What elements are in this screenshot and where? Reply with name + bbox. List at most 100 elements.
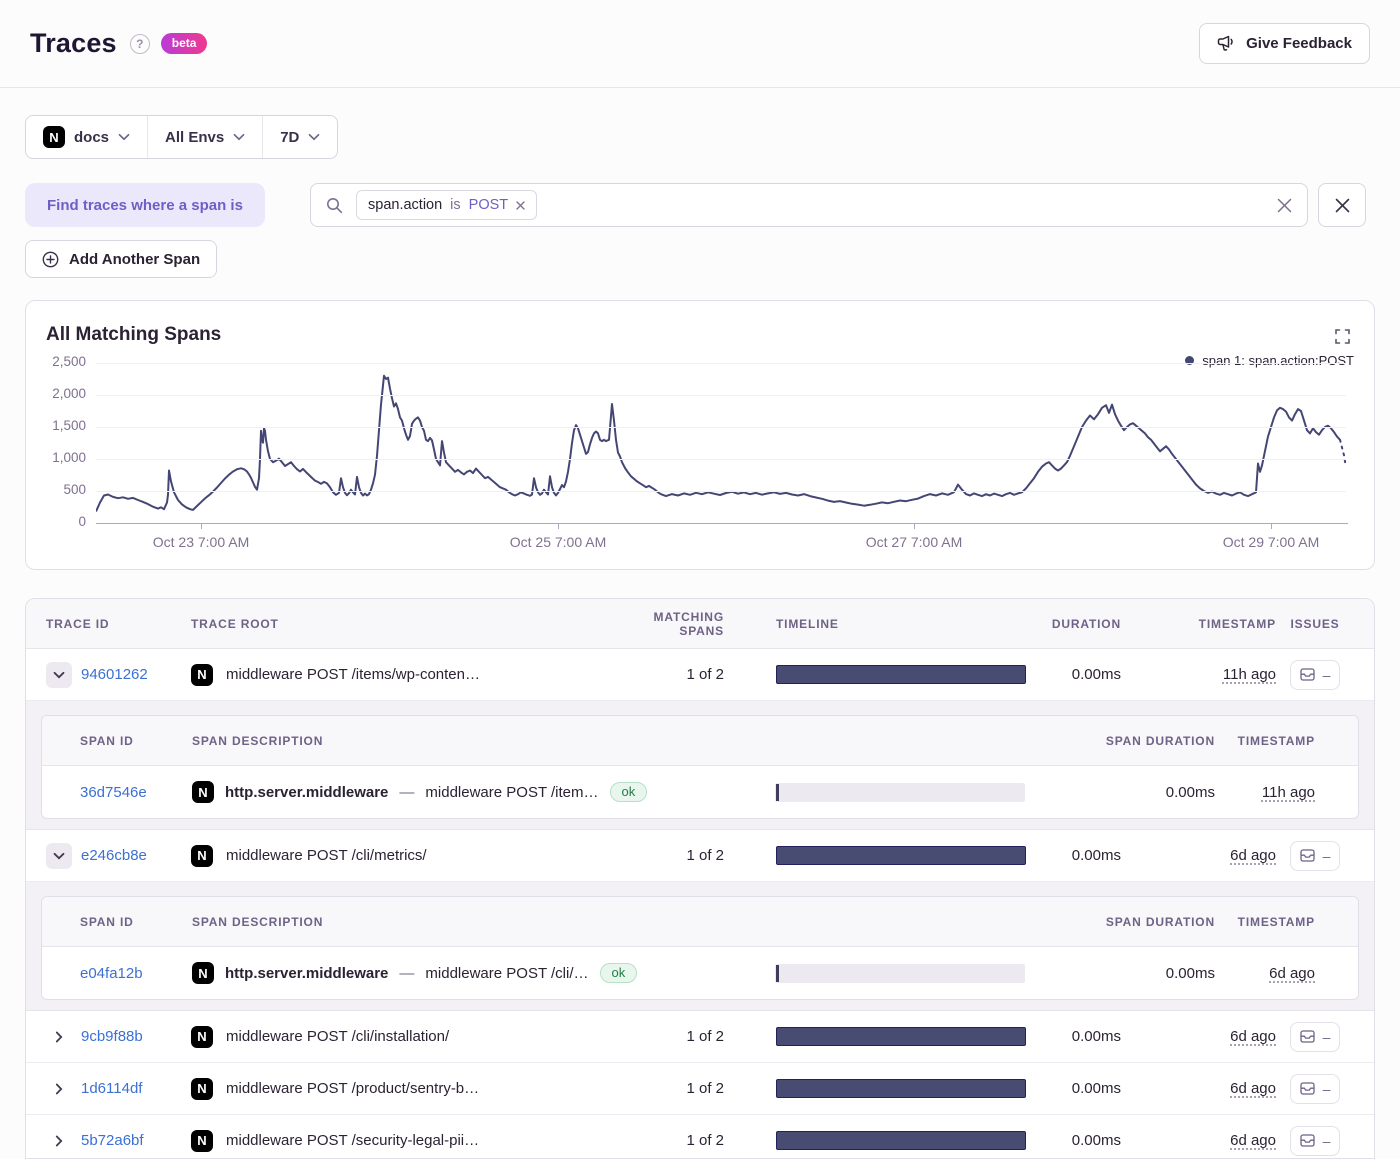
timeline-bar xyxy=(776,1131,1026,1150)
matching-spans-value: 1 of 2 xyxy=(614,1028,724,1045)
nextjs-logo-icon: N xyxy=(43,126,65,148)
trace-id-link[interactable]: 9cb9f88b xyxy=(81,1028,143,1045)
chevron-down-icon xyxy=(308,133,320,141)
x-axis-tick xyxy=(201,523,202,529)
span-row[interactable]: 36d7546e N http.server.middleware — midd… xyxy=(42,766,1358,818)
expand-row-button[interactable] xyxy=(46,1128,72,1154)
remove-span-query-button[interactable] xyxy=(1318,183,1366,227)
project-selector-label: docs xyxy=(74,129,109,146)
issues-count: – xyxy=(1323,1029,1331,1045)
col-timestamp: TIMESTAMP xyxy=(1121,617,1276,631)
timestamp-value[interactable]: 6d ago xyxy=(1230,1132,1276,1149)
span-timeline-bar xyxy=(775,783,1025,802)
issues-icon xyxy=(1300,1082,1315,1095)
x-axis-tick xyxy=(1271,523,1272,529)
give-feedback-button[interactable]: Give Feedback xyxy=(1199,23,1370,64)
close-icon xyxy=(1335,198,1350,213)
span-op-label: http.server.middleware xyxy=(225,784,388,801)
expand-chart-icon[interactable] xyxy=(1335,329,1350,344)
timeline-bar xyxy=(776,665,1026,684)
give-feedback-label: Give Feedback xyxy=(1246,35,1352,52)
duration-value: 0.00ms xyxy=(1026,666,1121,683)
chevron-down-icon xyxy=(233,133,245,141)
matching-spans-value: 1 of 2 xyxy=(614,666,724,683)
span-timestamp-value[interactable]: 6d ago xyxy=(1269,965,1315,982)
collapse-row-button[interactable] xyxy=(46,843,72,869)
expand-row-button[interactable] xyxy=(46,1076,72,1102)
date-range-selector[interactable]: 7D xyxy=(262,116,337,158)
span-id-link[interactable]: e04fa12b xyxy=(80,965,143,982)
expand-row-button[interactable] xyxy=(46,1024,72,1050)
help-icon[interactable]: ? xyxy=(130,34,150,54)
duration-value: 0.00ms xyxy=(1026,1132,1121,1149)
traces-table: TRACE ID TRACE ROOT MATCHING SPANS TIMEL… xyxy=(25,598,1375,1159)
x-axis-tick xyxy=(558,523,559,529)
y-axis-tick-label: 0 xyxy=(26,514,86,529)
span-timeline-bar xyxy=(775,964,1025,983)
col-span-timestamp: TIMESTAMP xyxy=(1215,915,1315,929)
table-row[interactable]: 94601262 N middleware POST /items/wp-con… xyxy=(26,649,1374,701)
timestamp-value[interactable]: 6d ago xyxy=(1230,1080,1276,1097)
chart-title: All Matching Spans xyxy=(46,324,221,346)
timestamp-value[interactable]: 6d ago xyxy=(1230,847,1276,864)
spans-chart xyxy=(96,363,1346,523)
y-axis-tick-label: 2,500 xyxy=(26,354,86,369)
span-timestamp-value[interactable]: 11h ago xyxy=(1262,784,1315,801)
matching-spans-value: 1 of 2 xyxy=(614,1080,724,1097)
x-axis-tick xyxy=(914,523,915,529)
separator: — xyxy=(399,965,414,982)
span-id-link[interactable]: 36d7546e xyxy=(80,784,147,801)
col-issues: ISSUES xyxy=(1276,617,1354,631)
token-remove-icon[interactable] xyxy=(516,201,525,210)
table-row[interactable]: 1d6114df N middleware POST /product/sent… xyxy=(26,1063,1374,1115)
table-row[interactable]: 9cb9f88b N middleware POST /cli/installa… xyxy=(26,1011,1374,1063)
environment-selector[interactable]: All Envs xyxy=(147,116,262,158)
table-row[interactable]: e246cb8e N middleware POST /cli/metrics/… xyxy=(26,830,1374,882)
col-trace-root: TRACE ROOT xyxy=(191,617,614,631)
trace-id-link[interactable]: e246cb8e xyxy=(81,847,147,864)
gridline xyxy=(96,363,1346,364)
span-search-bar[interactable]: span.action is POST xyxy=(310,183,1308,227)
gridline xyxy=(96,491,1346,492)
gridline xyxy=(96,427,1346,428)
col-span-timestamp: TIMESTAMP xyxy=(1215,734,1315,748)
token-value: POST xyxy=(469,197,508,213)
duration-value: 0.00ms xyxy=(1026,1028,1121,1045)
y-axis-tick-label: 500 xyxy=(26,482,86,497)
timestamp-value[interactable]: 6d ago xyxy=(1230,1028,1276,1045)
span-description-label: middleware POST /cli/… xyxy=(425,965,588,982)
filter-token[interactable]: span.action is POST xyxy=(356,190,537,220)
issues-button[interactable]: – xyxy=(1290,1126,1341,1156)
span-row[interactable]: e04fa12b N http.server.middleware — midd… xyxy=(42,947,1358,999)
table-row[interactable]: 5b72a6bf N middleware POST /security-leg… xyxy=(26,1115,1374,1159)
issues-button[interactable]: – xyxy=(1290,1022,1341,1052)
gridline xyxy=(96,395,1346,396)
collapse-row-button[interactable] xyxy=(46,662,72,688)
col-span-id: SPAN ID xyxy=(42,734,192,748)
chevron-down-icon xyxy=(118,133,130,141)
trace-id-link[interactable]: 5b72a6bf xyxy=(81,1132,144,1149)
search-icon xyxy=(326,197,343,214)
project-selector[interactable]: N docs xyxy=(26,116,147,158)
issues-button[interactable]: – xyxy=(1290,660,1341,690)
col-timeline: TIMELINE xyxy=(776,617,1026,631)
x-axis-tick-label: Oct 29 7:00 AM xyxy=(1223,534,1320,550)
series-line-dotted-tail xyxy=(1340,440,1346,467)
issues-button[interactable]: – xyxy=(1290,1074,1341,1104)
expanded-spans-section: SPAN ID SPAN DESCRIPTION SPAN DURATION T… xyxy=(26,701,1374,830)
issues-button[interactable]: – xyxy=(1290,841,1341,871)
nextjs-logo-icon: N xyxy=(191,664,213,686)
add-another-span-button[interactable]: Add Another Span xyxy=(25,240,217,278)
timestamp-value[interactable]: 11h ago xyxy=(1223,666,1276,683)
trace-root-label: middleware POST /security-legal-pii… xyxy=(226,1132,479,1149)
beta-badge: beta xyxy=(161,33,208,54)
trace-id-link[interactable]: 94601262 xyxy=(81,666,148,683)
clear-search-icon[interactable] xyxy=(1277,198,1292,213)
trace-id-link[interactable]: 1d6114df xyxy=(81,1080,142,1097)
add-another-span-label: Add Another Span xyxy=(69,251,200,268)
issues-icon xyxy=(1300,1030,1315,1043)
plus-circle-icon xyxy=(42,251,59,268)
col-span-duration: SPAN DURATION xyxy=(1025,915,1215,929)
trace-root-label: middleware POST /items/wp-conten… xyxy=(226,666,480,683)
y-axis-tick-label: 2,000 xyxy=(26,386,86,401)
